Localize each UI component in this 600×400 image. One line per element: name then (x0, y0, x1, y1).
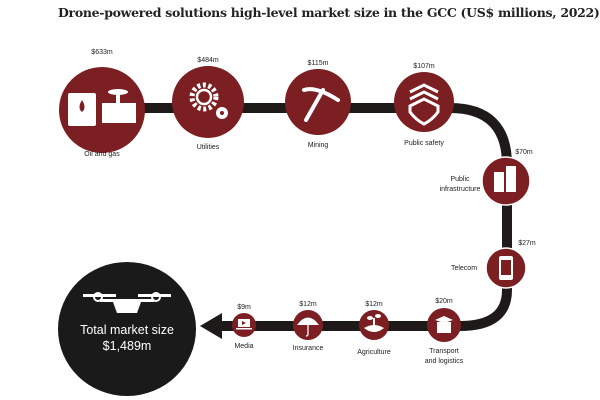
sector-label: Insurance (293, 345, 324, 352)
node-media: $9m Media (232, 304, 256, 350)
sector-label-line-1: Transport (429, 348, 459, 355)
node-transport-and-logistics: $20m Transport and logistics (425, 298, 464, 365)
flow-path (140, 103, 512, 331)
page-title: Drone-powered solutions high-level marke… (58, 5, 600, 20)
sector-label: Telecom (451, 265, 477, 272)
value-label: $115m (308, 60, 329, 67)
node-public-infrastructure: $70m Public infrastructure (440, 149, 533, 206)
shield-chevron-icon (408, 83, 440, 126)
sector-label-line-1: Public (450, 176, 470, 183)
value-label: $12m (365, 301, 383, 308)
value-label: $9m (237, 304, 251, 311)
sprout-icon (364, 314, 384, 332)
buildings-icon (494, 166, 516, 192)
value-label: $12m (299, 301, 317, 308)
value-label: $107m (413, 63, 435, 70)
total-value: $1,489m (103, 339, 152, 353)
total-label: Total market size (80, 323, 174, 337)
sector-label: Media (234, 343, 253, 350)
pickaxe-icon (302, 87, 340, 122)
sector-label-line-2: infrastructure (440, 186, 481, 193)
value-label: $27m (518, 240, 536, 247)
value-label: $70m (515, 149, 533, 156)
node-oil-and-gas: $633m Oil and gas (59, 49, 145, 158)
node-mining: $115m Mining (285, 60, 351, 149)
package-icon (435, 316, 453, 333)
node-telecom: $27m Telecom (451, 240, 536, 289)
smartphone-icon (499, 256, 513, 280)
node-utilities: $484m Utilities (172, 57, 244, 151)
umbrella-icon (297, 317, 319, 337)
arrow-head (200, 313, 222, 339)
value-label: $20m (435, 298, 453, 305)
value-label: $484m (197, 57, 219, 64)
node-agriculture: $12m Agriculture (357, 301, 391, 356)
total-market-node: Total market size $1,489m (58, 262, 196, 396)
value-label: $633m (91, 49, 113, 56)
sector-label: Oil and gas (84, 151, 120, 158)
drone-icon (83, 292, 171, 313)
sector-label: Mining (308, 142, 329, 149)
sector-label: Agriculture (357, 349, 391, 356)
node-insurance: $12m Insurance (293, 301, 324, 352)
laptop-play-icon (236, 319, 252, 330)
sector-label: Public safety (404, 140, 444, 147)
sector-label: Utilities (197, 144, 220, 151)
gears-icon (189, 82, 228, 119)
oil-barrel-valve-icon (68, 89, 136, 126)
sector-label-line-2: and logistics (425, 358, 464, 365)
node-public-safety: $107m Public safety (394, 63, 454, 147)
